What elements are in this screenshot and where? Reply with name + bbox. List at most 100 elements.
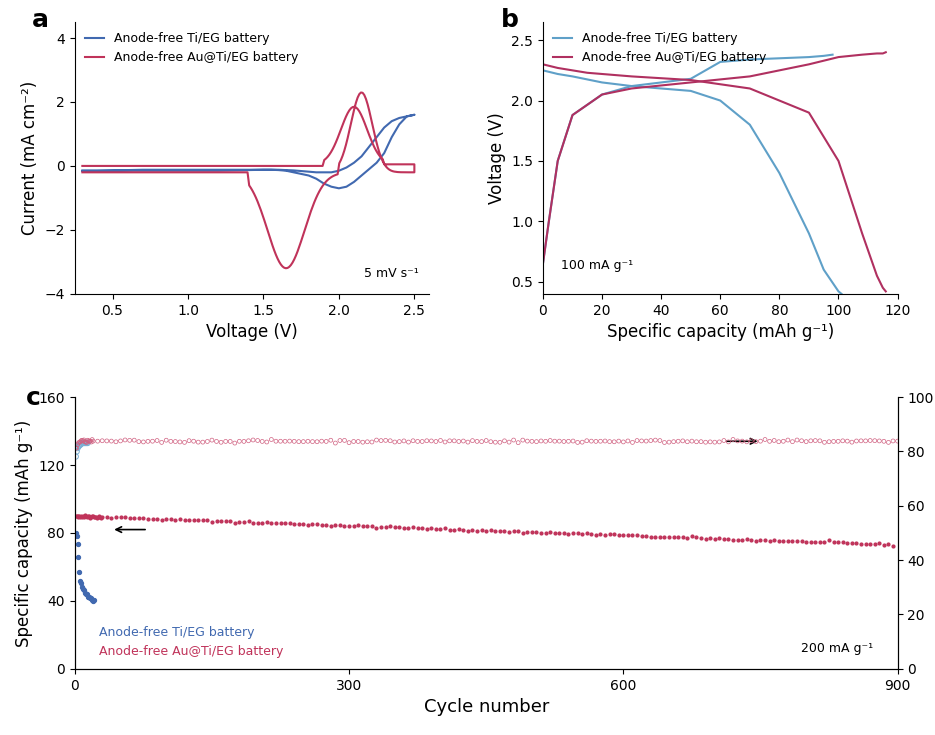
Anode-free Au@Ti/EG battery: [131, 512, 146, 524]
Anode-free Au@Ti/EG battery: [314, 519, 329, 531]
Point: [781, 434, 796, 446]
Point: [159, 434, 174, 446]
Anode-free Au@Ti/EG battery: [871, 537, 886, 549]
Text: b: b: [500, 9, 518, 32]
Anode-free Au@Ti/EG battery: [159, 513, 174, 525]
Point: [501, 437, 516, 448]
Point: [77, 437, 92, 449]
Anode-free Au@Ti/EG battery: [707, 533, 722, 545]
Point: [268, 435, 283, 447]
Point: [424, 435, 439, 447]
Point: [854, 435, 869, 447]
Anode-free Au@Ti/EG battery: [629, 529, 644, 541]
Anode-free Au@Ti/EG battery: [442, 524, 457, 536]
X-axis label: Specific capacity (mAh g⁻¹): Specific capacity (mAh g⁻¹): [607, 323, 834, 341]
Anode-free Au@Ti/EG battery: [634, 530, 649, 542]
Anode-free Ti/EG battery: [68, 527, 83, 539]
Point: [273, 435, 288, 447]
Anode-free Au@Ti/EG battery: [360, 520, 375, 532]
Point: [885, 435, 900, 447]
Anode-free Au@Ti/EG battery: [122, 512, 137, 524]
Anode-free Au@Ti/EG battery: [827, 537, 842, 548]
Point: [140, 435, 155, 447]
Anode-free Au@Ti/EG battery: [172, 513, 187, 525]
Anode-free Au@Ti/EG battery: [88, 511, 103, 523]
Point: [570, 437, 585, 448]
Point: [830, 435, 845, 447]
Anode-free Au@Ti/EG battery: [483, 524, 498, 536]
Anode-free Au@Ti/EG battery: [539, 527, 554, 539]
Point: [767, 434, 782, 446]
Anode-free Au@Ti/EG battery: [822, 534, 837, 546]
Point: [460, 436, 475, 448]
Point: [259, 436, 274, 448]
Anode-free Au@Ti/EG battery: [684, 531, 699, 542]
Anode-free Au@Ti/EG battery: [321, 154, 332, 163]
Point: [73, 436, 88, 448]
Anode-free Au@Ti/EG battery: [218, 515, 233, 527]
Anode-free Au@Ti/EG battery: [89, 512, 104, 523]
Anode-free Au@Ti/EG battery: [241, 515, 256, 527]
Point: [70, 439, 85, 451]
Point: [94, 435, 109, 447]
Point: [191, 437, 206, 448]
Point: [71, 440, 86, 452]
Y-axis label: Current (mA cm⁻²): Current (mA cm⁻²): [22, 81, 39, 235]
Anode-free Au@Ti/EG battery: [113, 511, 128, 523]
Anode-free Au@Ti/EG battery: [511, 525, 525, 537]
Point: [607, 436, 622, 448]
Anode-free Au@Ti/EG battery: [643, 531, 658, 542]
Anode-free Au@Ti/EG battery: [506, 526, 521, 537]
Anode-free Au@Ti/EG battery: [85, 511, 100, 523]
Anode-free Au@Ti/EG battery: [680, 531, 695, 543]
Point: [789, 434, 804, 446]
Point: [689, 436, 704, 448]
Point: [278, 435, 293, 447]
Point: [76, 437, 91, 449]
Point: [287, 435, 302, 447]
Anode-free Au@Ti/EG battery: [77, 168, 88, 176]
Anode-free Ti/EG battery: [74, 577, 89, 589]
Anode-free Au@Ti/EG battery: [639, 531, 654, 542]
Anode-free Au@Ti/EG battery: [72, 510, 87, 522]
Anode-free Au@Ti/EG battery: [876, 539, 891, 551]
Anode-free Ti/EG battery: [81, 592, 96, 603]
Anode-free Au@Ti/EG battery: [570, 528, 585, 539]
Point: [520, 435, 535, 447]
Legend: Anode-free Ti/EG battery, Anode-free Au@Ti/EG battery: Anode-free Ti/EG battery, Anode-free Au@…: [549, 29, 770, 68]
Anode-free Au@Ti/EG battery: [648, 531, 663, 542]
Point: [794, 435, 809, 447]
Anode-free Ti/EG battery: [79, 588, 94, 600]
Point: [753, 435, 768, 447]
Point: [447, 435, 462, 447]
Anode-free Au@Ti/EG battery: [200, 514, 215, 526]
Point: [881, 437, 896, 448]
Anode-free Au@Ti/EG battery: [469, 525, 484, 537]
Anode-free Au@Ti/EG battery: [68, 510, 83, 522]
Point: [77, 434, 92, 446]
Point: [712, 436, 726, 448]
Anode-free Au@Ti/EG battery: [447, 524, 462, 536]
Anode-free Au@Ti/EG battery: [104, 512, 119, 523]
Anode-free Au@Ti/EG battery: [86, 510, 101, 522]
Anode-free Au@Ti/EG battery: [625, 529, 640, 541]
Anode-free Au@Ti/EG battery: [675, 531, 690, 542]
Point: [360, 436, 375, 448]
Anode-free Au@Ti/EG battery: [282, 517, 297, 529]
Point: [213, 437, 228, 448]
Anode-free Au@Ti/EG battery: [295, 237, 307, 246]
Anode-free Au@Ti/EG battery: [854, 538, 869, 550]
Anode-free Au@Ti/EG battery: [748, 534, 763, 546]
Point: [79, 437, 94, 449]
Point: [254, 436, 269, 448]
Anode-free Au@Ti/EG battery: [337, 520, 352, 531]
Point: [863, 434, 878, 446]
Point: [79, 437, 94, 449]
Point: [80, 434, 95, 446]
Point: [69, 442, 84, 454]
Point: [785, 436, 800, 448]
Point: [108, 436, 123, 448]
Anode-free Au@Ti/EG battery: [328, 520, 343, 531]
Text: a: a: [32, 9, 50, 32]
Point: [341, 437, 356, 448]
